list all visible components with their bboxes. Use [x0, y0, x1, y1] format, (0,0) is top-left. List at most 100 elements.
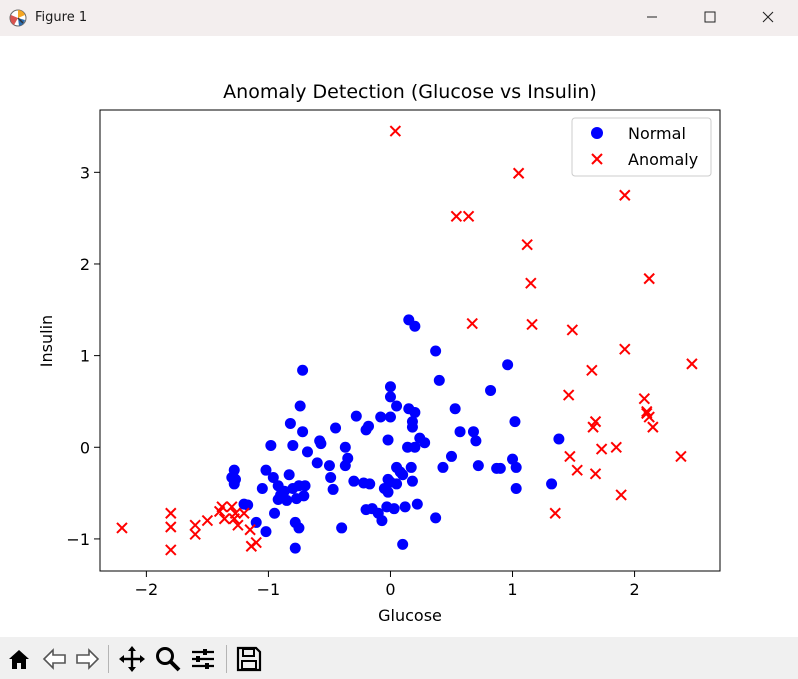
minimize-icon: [647, 16, 657, 18]
close-icon: [762, 11, 774, 23]
legend-normal-marker: [591, 127, 603, 139]
anomaly-point: [686, 358, 698, 370]
anomaly-point: [238, 507, 250, 519]
save-button[interactable]: [235, 645, 263, 673]
normal-point: [267, 472, 279, 484]
back-arrow-icon: [42, 648, 66, 670]
forward-button[interactable]: [73, 645, 101, 673]
normal-point: [315, 438, 327, 450]
normal-point: [494, 462, 506, 474]
normal-point: [485, 384, 497, 396]
normal-point: [445, 450, 457, 462]
normal-point: [430, 345, 442, 357]
back-button[interactable]: [41, 645, 69, 673]
figure-canvas[interactable]: Anomaly Detection (Glucose vs Insulin) −…: [0, 36, 798, 637]
normal-point: [297, 426, 309, 438]
anomaly-point: [189, 528, 201, 541]
normal-point: [430, 512, 442, 524]
anomaly-point: [389, 125, 402, 137]
anomaly-point: [116, 522, 128, 534]
y-tick-label: 0: [80, 438, 90, 457]
anomaly-point: [189, 519, 201, 531]
anomaly-point: [244, 524, 256, 536]
anomaly-point: [232, 519, 244, 531]
matplotlib-app-icon: [9, 9, 27, 27]
configure-subplots-button[interactable]: [189, 645, 217, 673]
normal-point: [391, 400, 403, 412]
normal-point: [284, 417, 296, 429]
maximize-button[interactable]: [682, 0, 740, 36]
anomaly-point: [619, 343, 631, 355]
anomaly-point: [641, 405, 653, 418]
x-tick-label: 0: [385, 580, 395, 599]
anomaly-point: [462, 210, 475, 223]
maximize-icon: [704, 11, 716, 23]
y-tick-label: −1: [66, 530, 90, 549]
pan-move-icon: [119, 646, 145, 672]
scatter-chart: Anomaly Detection (Glucose vs Insulin) −…: [37, 81, 721, 625]
zoom-button[interactable]: [154, 645, 182, 673]
anomaly-point: [562, 389, 575, 401]
home-button[interactable]: [5, 645, 33, 673]
anomaly-point: [571, 464, 583, 476]
forward-arrow-icon: [76, 648, 100, 670]
x-tick-label: 1: [507, 580, 517, 599]
normal-point: [397, 538, 409, 550]
x-axis-label: Glucose: [378, 606, 442, 625]
minimize-button[interactable]: [624, 0, 682, 36]
normal-point: [405, 461, 417, 473]
anomaly-point: [564, 450, 576, 463]
anomaly-point: [226, 501, 238, 513]
anomaly-point: [466, 317, 478, 330]
configure-subplots-icon: [192, 649, 214, 669]
close-button[interactable]: [740, 0, 798, 36]
normal-point: [242, 499, 254, 511]
normal-point: [467, 426, 479, 438]
anomaly-point: [216, 501, 228, 513]
normal-point: [382, 486, 394, 498]
anomaly-point: [589, 415, 602, 428]
legend-anomaly-marker: [591, 153, 603, 165]
normal-point: [283, 469, 295, 481]
normal-point: [293, 522, 305, 534]
normal-point: [510, 483, 522, 495]
normal-point: [350, 410, 362, 422]
anomaly-point: [201, 514, 214, 527]
navigation-toolbar: [0, 637, 798, 679]
normal-point: [472, 460, 484, 472]
anomaly-point: [643, 272, 655, 285]
y-tick-label: 1: [80, 347, 90, 366]
normal-point: [294, 400, 306, 412]
normal-point: [382, 434, 394, 446]
y-tick-label: 2: [80, 255, 90, 274]
normal-point: [301, 446, 313, 458]
normal-point: [449, 403, 461, 415]
anomaly-point: [165, 521, 177, 533]
normal-point: [419, 437, 431, 449]
x-tick-label: −1: [257, 580, 281, 599]
normal-point: [364, 478, 376, 490]
anomaly-point: [549, 507, 561, 519]
home-icon: [9, 650, 29, 669]
anomaly-point: [615, 489, 627, 501]
anomaly-point: [218, 513, 231, 525]
anomaly-point: [586, 364, 598, 376]
normal-point: [260, 526, 272, 538]
pan-button[interactable]: [118, 645, 146, 673]
anomaly-point: [595, 443, 608, 455]
normal-point: [299, 480, 311, 492]
anomaly-point: [250, 536, 262, 549]
window-titlebar: Figure 1: [0, 0, 798, 36]
anomaly-point: [525, 277, 537, 289]
legend-box: [571, 117, 712, 177]
normal-point: [509, 416, 521, 428]
y-axis-label: Insulin: [37, 315, 56, 367]
toolbar-separator: [226, 645, 227, 673]
normal-point: [397, 469, 409, 481]
anomaly-point: [610, 441, 622, 453]
anomaly-point: [165, 544, 177, 556]
zoom-magnifier-icon: [156, 647, 181, 672]
legend-normal-label: Normal: [628, 124, 686, 143]
normal-point: [265, 439, 277, 451]
anomaly-point: [512, 167, 525, 179]
